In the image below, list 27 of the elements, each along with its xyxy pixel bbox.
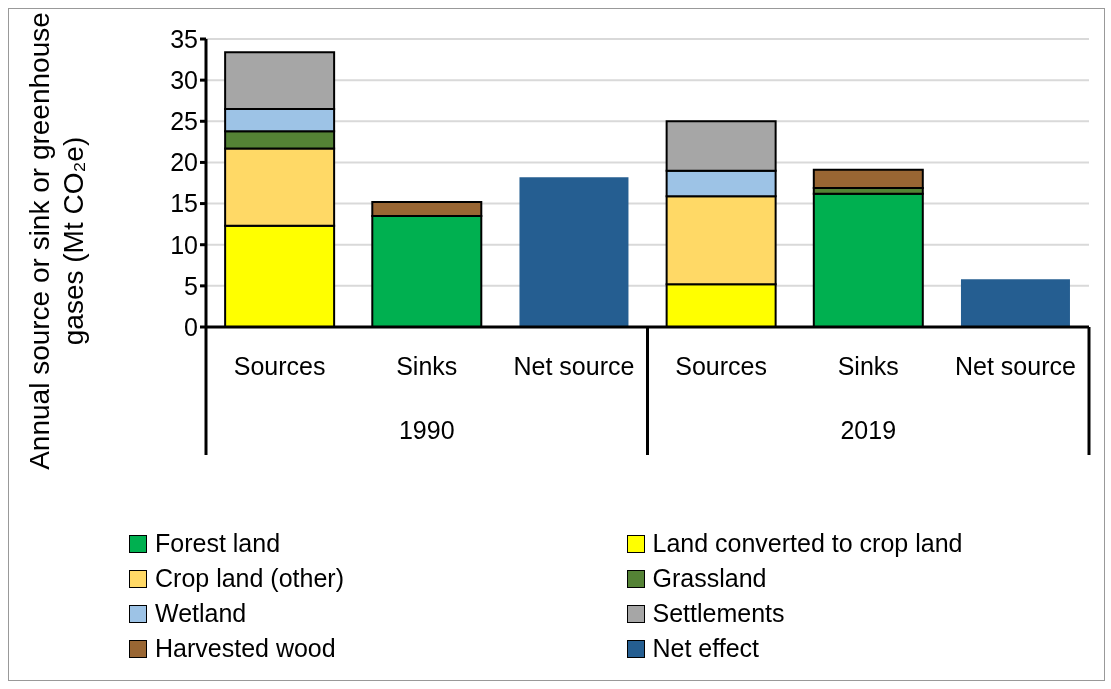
y-tick-label: 20 — [170, 148, 198, 177]
legend-label: Forest land — [155, 529, 281, 558]
y-tick-label: 10 — [170, 230, 198, 259]
y-tick-label: 15 — [170, 189, 198, 218]
legend-label: Harvested wood — [155, 634, 336, 663]
legend-label: Land converted to crop land — [652, 529, 963, 558]
y-tick-label: 30 — [170, 66, 198, 95]
bar — [960, 279, 1070, 327]
x-tick-label: Sinks — [837, 352, 899, 380]
x-tick-label: Sinks — [396, 352, 458, 380]
x-tick-label: Net source — [513, 352, 635, 380]
x-tick-label: Net source — [954, 352, 1076, 380]
text: 2019 — [840, 416, 897, 444]
y-tick-label: 35 — [170, 24, 198, 53]
x-tick-label: Sources — [233, 352, 326, 380]
legend-label: Wetland — [155, 599, 247, 628]
y-axis-title: Annual source or sink or greenhouse gases (Mt CO₂e) — [23, 11, 90, 471]
legend-label: Settlements — [652, 599, 785, 628]
y-tick-label: 5 — [184, 271, 198, 300]
text: 1990 — [398, 416, 455, 444]
legend-label: Crop land (other) — [155, 564, 344, 593]
legend-label: Net effect — [652, 634, 760, 663]
y-tick-label: 25 — [170, 107, 198, 136]
y-tick-label: 0 — [184, 312, 198, 341]
bar — [519, 177, 629, 327]
legend-label: Grassland — [652, 564, 767, 593]
x-tick-label: Sources — [675, 352, 767, 380]
